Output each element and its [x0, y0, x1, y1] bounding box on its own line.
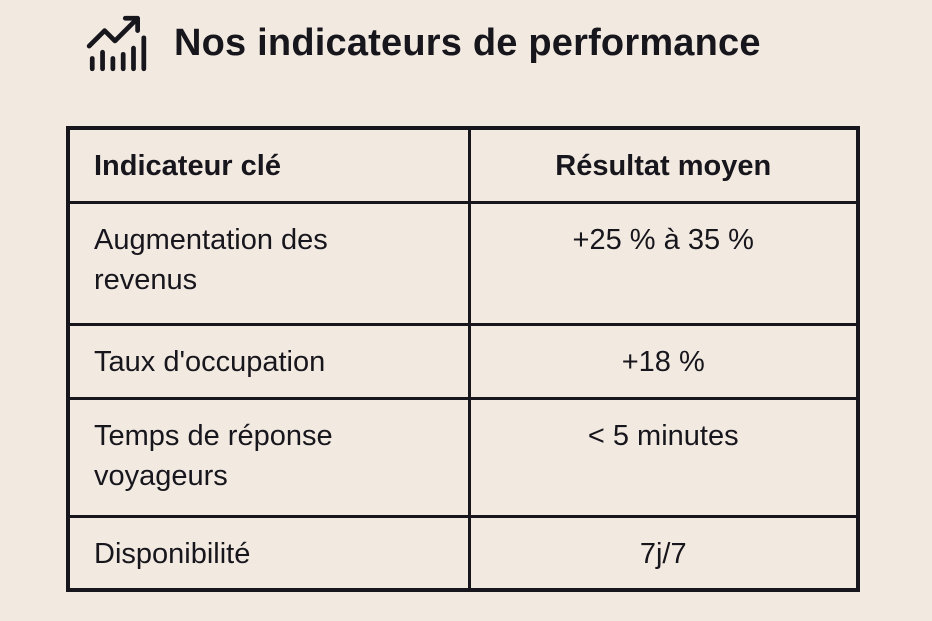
indicator-cell: Temps de réponse voyageurs — [66, 396, 471, 518]
column-header-result: Résultat moyen — [467, 126, 860, 204]
table-row: Taux d'occupation +18 % — [66, 322, 860, 400]
indicator-cell: Taux d'occupation — [66, 322, 471, 400]
table-header-row: Indicateur clé Résultat moyen — [66, 126, 860, 204]
result-cell: +25 % à 35 % — [467, 200, 860, 326]
table-row: Temps de réponse voyageurs < 5 minutes — [66, 396, 860, 518]
indicator-cell: Disponibilité — [66, 514, 471, 592]
page-header: Nos indicateurs de performance — [84, 5, 761, 81]
kpi-table: Indicateur clé Résultat moyen Augmentati… — [66, 126, 860, 592]
result-cell: 7j/7 — [467, 514, 860, 592]
indicator-cell: Augmentation des revenus — [66, 200, 471, 326]
result-cell: < 5 minutes — [467, 396, 860, 518]
column-header-indicator: Indicateur clé — [66, 126, 471, 204]
table-row: Augmentation des revenus +25 % à 35 % — [66, 200, 860, 326]
table-row: Disponibilité 7j/7 — [66, 514, 860, 592]
chart-increasing-icon — [84, 9, 150, 77]
page-title: Nos indicateurs de performance — [174, 21, 761, 64]
kpi-table-container: Indicateur clé Résultat moyen Augmentati… — [66, 126, 860, 592]
result-cell: +18 % — [467, 322, 860, 400]
